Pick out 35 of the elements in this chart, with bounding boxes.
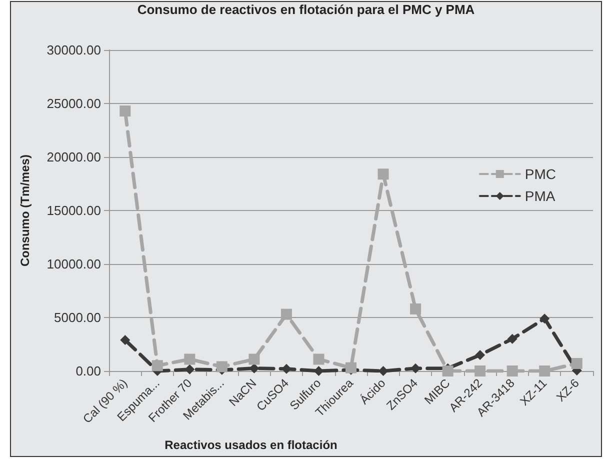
y-axis-title: Consumo (Tm/mes) — [18, 154, 32, 267]
point — [442, 366, 454, 376]
y-tick-label: 25000.00 — [46, 96, 101, 111]
point — [313, 354, 324, 365]
y-tick-label: 10000.00 — [46, 256, 101, 272]
point — [120, 334, 130, 345]
y-tick-label: 20000.00 — [46, 150, 101, 164]
point — [474, 366, 486, 376]
y-tick-label: 15000.00 — [46, 203, 101, 218]
chart-title: Consumo de reactivos en flotación para el PMC y PMA — [137, 2, 476, 17]
point — [378, 168, 389, 180]
point — [507, 334, 518, 344]
point — [314, 366, 324, 376]
point — [184, 354, 196, 365]
point — [539, 366, 550, 376]
legend-label: PMC — [524, 166, 556, 182]
x-axis-title: Reactivos usados en flotación — [164, 438, 338, 452]
point — [378, 366, 388, 376]
point — [249, 363, 260, 374]
point — [248, 354, 260, 365]
point — [540, 314, 550, 324]
y-tick-label: 30000.00 — [46, 42, 101, 58]
y-tick-label: 0.00 — [76, 364, 101, 378]
point — [280, 308, 292, 320]
point — [475, 350, 486, 360]
point — [216, 361, 228, 372]
point — [571, 358, 582, 370]
point — [152, 360, 163, 372]
y-tick-label: 5000.00 — [54, 310, 101, 325]
point — [120, 105, 131, 116]
legend-label: PMA — [524, 188, 556, 204]
point — [410, 303, 422, 314]
point — [506, 366, 518, 376]
point — [346, 362, 356, 374]
point — [184, 364, 195, 374]
